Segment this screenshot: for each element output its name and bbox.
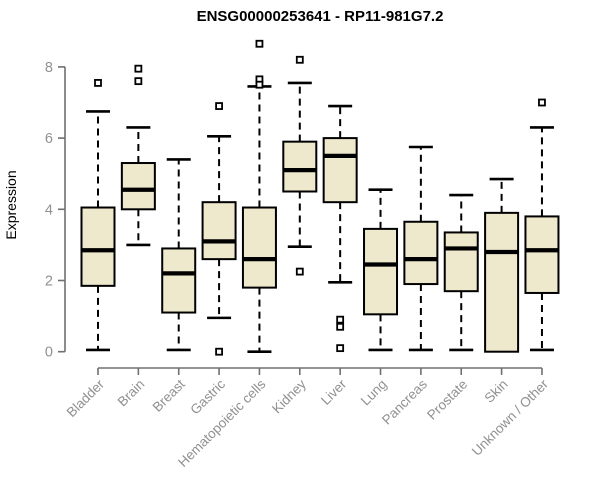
iqr-box [161,247,197,314]
box-group-hematopoietic-cells [241,39,277,354]
y-tick-label: 2 [45,274,53,290]
box-group-pancreas [403,145,439,352]
outlier-point [295,267,304,276]
box-group-skin [484,177,520,353]
iqr-box [282,140,318,193]
box-group-prostate [443,193,479,352]
x-category-label: Kidney [269,376,309,416]
box-group-lung [363,188,399,352]
iqr-box [241,206,277,289]
x-category-label: Liver [318,376,350,408]
y-tick-label: 4 [45,202,53,218]
box-group-gastric [201,102,237,356]
outlier-point [336,315,345,324]
box-group-breast [161,158,197,352]
iqr-box [120,162,156,211]
iqr-box [322,137,358,204]
x-category-label: Breast [150,376,188,414]
outlier-point [336,344,345,353]
iqr-box [403,220,439,286]
iqr-box [443,231,479,293]
outlier-point [215,102,223,110]
x-category-label: Prostate [424,377,470,423]
box-group-unknown-other [524,98,560,352]
iqr-box [80,206,116,287]
outlier-point [255,80,264,89]
outlier-point [134,64,143,73]
outlier-point [295,55,304,64]
x-category-label: Lung [358,377,390,409]
outlier-point [538,98,546,107]
x-category-label: Unknown / Other [469,376,552,459]
y-tick-label: 0 [45,345,53,361]
x-category-label: Brain [115,377,148,410]
chart-title: ENSG00000253641 - RP11-981G7.2 [197,8,444,25]
box-group-liver [322,104,358,353]
y-tick-label: 6 [45,131,53,147]
box-group-brain [120,64,156,247]
iqr-box [363,227,399,316]
outlier-point [94,79,102,87]
box-group-bladder [80,79,116,352]
outlier-point [336,322,345,331]
outlier-point [134,77,143,86]
outlier-point [215,347,223,356]
y-axis-title: Expression [3,170,19,239]
boxes-layer [80,39,560,356]
x-category-label: Pancreas [379,376,430,427]
y-tick-label: 8 [45,60,53,76]
iqr-box [201,201,237,261]
outlier-point [255,39,264,48]
iqr-box [484,211,520,353]
x-category-label: Bladder [64,376,108,420]
iqr-box [524,215,560,294]
box-group-kidney [282,55,318,276]
x-category-label: Skin [482,377,511,406]
